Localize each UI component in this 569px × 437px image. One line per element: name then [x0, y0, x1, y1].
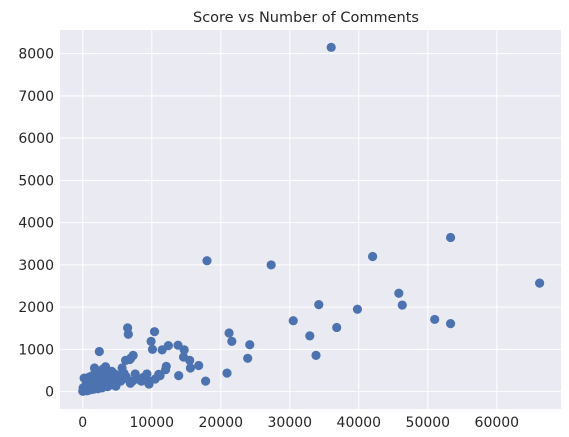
- x-tick-label: 40000: [337, 415, 382, 431]
- x-tick-label: 30000: [268, 415, 313, 431]
- data-point: [430, 314, 440, 325]
- data-point: [397, 300, 407, 310]
- data-point: [157, 345, 167, 355]
- x-tick-labels: 0 10000 20000 30000 40000 50000 60000: [78, 415, 519, 431]
- x-tick-label: 10000: [130, 415, 175, 431]
- data-point: [120, 355, 131, 366]
- data-point: [117, 363, 127, 373]
- data-point: [445, 232, 456, 243]
- data-point: [314, 300, 324, 310]
- data-point: [185, 363, 196, 373]
- data-point: [305, 331, 315, 341]
- data-point: [245, 340, 255, 350]
- data-point: [194, 360, 204, 371]
- y-tick-label: 0: [45, 385, 54, 401]
- data-point: [174, 371, 184, 381]
- y-tick-label: 4000: [18, 216, 54, 232]
- y-tick-label: 5000: [18, 173, 54, 189]
- y-tick-label: 3000: [18, 258, 54, 274]
- data-point: [202, 256, 212, 266]
- data-point: [123, 329, 133, 339]
- data-point: [288, 316, 298, 326]
- data-point: [394, 288, 404, 298]
- data-point: [445, 319, 456, 329]
- x-tick-label: 50000: [406, 415, 451, 431]
- data-point: [173, 340, 183, 350]
- data-point: [227, 336, 237, 346]
- y-tick-label: 8000: [18, 47, 54, 63]
- x-tick-label: 60000: [475, 415, 520, 431]
- chart-title: Score vs Number of Comments: [193, 10, 419, 26]
- y-tick-label: 2000: [18, 300, 54, 316]
- data-point: [146, 336, 156, 346]
- data-points: [78, 42, 545, 396]
- data-point: [311, 350, 321, 360]
- data-point: [201, 376, 211, 386]
- y-tick-label: 1000: [18, 342, 54, 358]
- y-tick-label: 7000: [18, 89, 54, 105]
- data-point: [332, 322, 342, 333]
- data-point: [93, 384, 103, 394]
- data-point: [368, 251, 378, 262]
- data-point: [222, 368, 232, 378]
- data-point: [266, 260, 276, 270]
- data-point: [94, 346, 104, 357]
- data-point: [143, 375, 153, 385]
- data-point: [107, 380, 118, 390]
- data-point: [130, 369, 140, 379]
- data-point: [82, 374, 92, 384]
- data-point: [149, 327, 160, 337]
- data-point: [178, 352, 189, 362]
- data-point: [326, 42, 336, 52]
- x-tick-label: 0: [78, 415, 87, 431]
- y-tick-labels: 0 1000 2000 3000 4000 5000 6000 7000 8000: [18, 47, 54, 401]
- plot-background: [60, 30, 561, 409]
- data-point: [243, 353, 253, 363]
- grid-lines: [60, 30, 561, 409]
- data-point: [352, 304, 363, 314]
- y-tick-label: 6000: [18, 131, 54, 147]
- data-point: [160, 365, 171, 375]
- data-point: [154, 369, 164, 379]
- data-point: [82, 386, 92, 396]
- x-tick-label: 20000: [199, 415, 244, 431]
- data-point: [147, 344, 158, 355]
- data-point: [535, 278, 545, 288]
- data-point: [121, 372, 131, 382]
- data-point: [224, 328, 234, 338]
